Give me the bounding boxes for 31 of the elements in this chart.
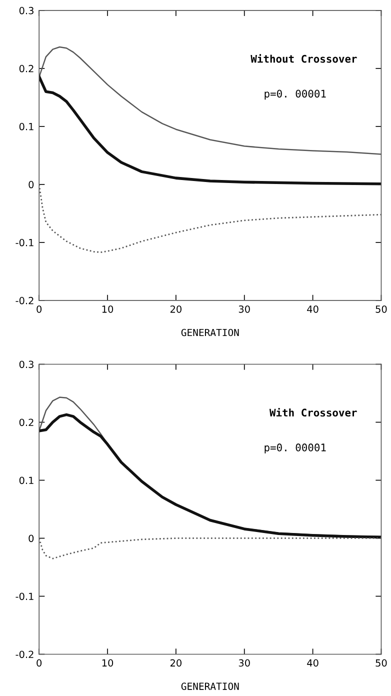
x-axis-title: GENERATION [181, 328, 239, 336]
y-tick-label: -0.2 [16, 650, 34, 658]
y-tick-label: 0.1 [19, 122, 34, 130]
annotation: Without Crossover [250, 54, 357, 63]
x-tick-label: 20 [170, 659, 182, 667]
y-tick-label: 0.1 [19, 476, 34, 484]
y-tick-label: -0.1 [16, 238, 34, 246]
x-tick-label: 40 [307, 659, 318, 667]
annotation: p=0. 00001 [264, 444, 326, 454]
annotation: With Crossover [269, 408, 357, 417]
y-tick-label: 0.2 [19, 418, 34, 426]
x-tick-label: 50 [376, 659, 387, 667]
x-tick-label: 40 [307, 305, 318, 313]
x-tick-label: 10 [102, 305, 114, 313]
y-tick-label: 0.2 [19, 64, 34, 72]
x-tick-label: 10 [102, 659, 114, 667]
line-series [39, 75, 382, 186]
x-tick-label: 30 [238, 305, 250, 313]
x-tick-label: 0 [36, 659, 42, 667]
y-tick-label: 0 [28, 534, 34, 542]
y-tick-label: -0.2 [16, 296, 34, 304]
y-tick-label: -0.1 [16, 592, 34, 600]
x-tick-label: 20 [170, 305, 182, 313]
x-tick-label: 30 [238, 659, 250, 667]
x-axis-title: GENERATION [181, 682, 239, 690]
x-tick-label: 50 [376, 305, 387, 313]
x-tick-label: 0 [36, 305, 42, 313]
y-tick-label: 0 [28, 180, 34, 188]
annotation: p=0. 00001 [264, 90, 326, 100]
y-tick-label: 0.3 [19, 6, 34, 14]
y-tick-label: 0.3 [19, 360, 34, 368]
